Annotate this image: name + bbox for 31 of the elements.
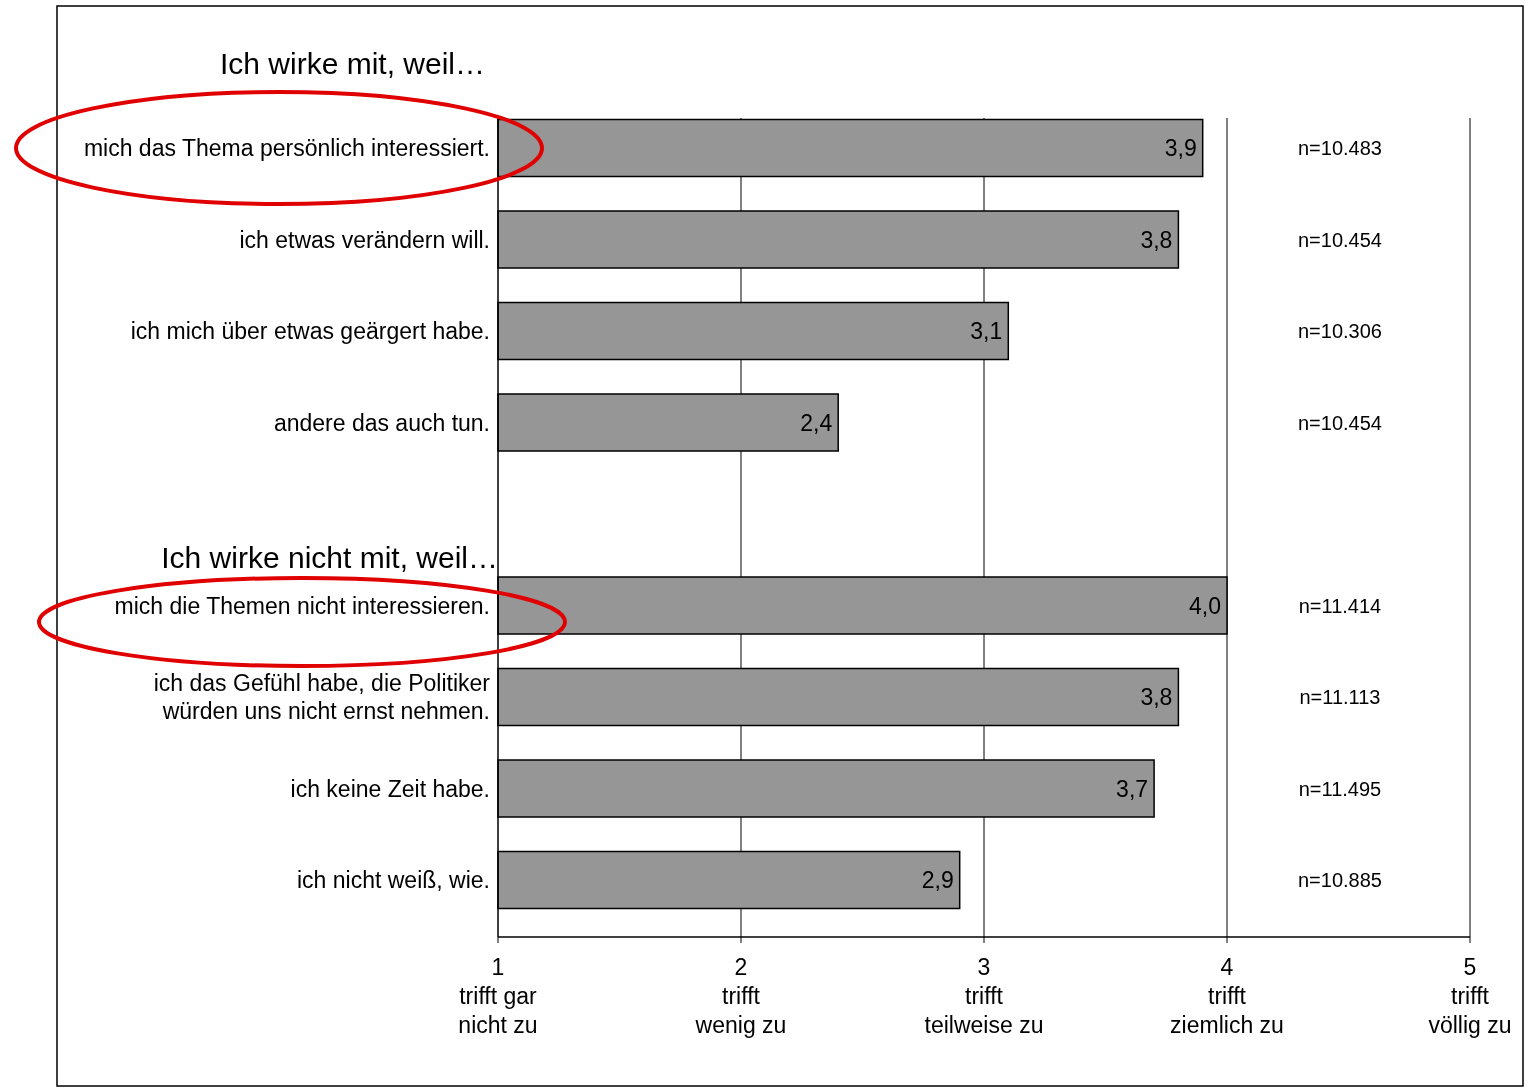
data-label: 2,4 <box>800 409 833 436</box>
y-tick-label: ich nicht weiß, wie. <box>296 867 490 894</box>
y-tick-label: ich das Gefühl habe, die Politiker würden uns nicht ernst nehmen. <box>153 670 491 725</box>
data-label: 3,1 <box>970 318 1003 345</box>
annotation: n=10.454 <box>1298 228 1382 251</box>
chart-title: Ich wirke mit, weil… <box>220 47 486 80</box>
data-label: 3,8 <box>1140 226 1173 253</box>
y-tick-label: mich die Themen nicht interessieren. <box>114 592 490 619</box>
data-label: 3,9 <box>1164 135 1197 162</box>
x-tick-label: 5 trifft völlig zu <box>1428 954 1512 1038</box>
y-tick-label: andere das auch tun. <box>273 409 490 436</box>
y-tick-label: mich das Thema persönlich interessiert. <box>83 135 490 162</box>
x-tick-label: 3 trifft teilweise zu <box>924 954 1044 1038</box>
y-tick-label: ich keine Zeit habe. <box>290 775 490 802</box>
annotation: n=10.483 <box>1298 137 1382 159</box>
annotation: n=11.113 <box>1299 686 1381 708</box>
data-label: 3,8 <box>1140 684 1173 711</box>
annotation: n=11.495 <box>1298 777 1382 800</box>
data-label: 4,0 <box>1189 592 1221 619</box>
annotation: n=10.306 <box>1298 320 1382 342</box>
y-tick-label: ich etwas verändern will. <box>239 226 490 253</box>
data-label: 3,7 <box>1116 775 1149 802</box>
x-tick-label: 2 trifft wenig zu <box>694 954 787 1038</box>
data-label: 2,9 <box>921 867 954 894</box>
annotation: n=10.454 <box>1298 411 1382 434</box>
annotation: n=11.414 <box>1298 594 1382 617</box>
annotation: Ich wirke nicht mit, weil… <box>161 541 498 574</box>
x-tick-label: 4 trifft ziemlich zu <box>1170 954 1284 1038</box>
x-tick-label: 1 trifft gar nicht zu <box>458 954 538 1038</box>
annotation: n=10.885 <box>1298 869 1382 891</box>
y-tick-label: ich mich über etwas geärgert habe. <box>130 318 490 345</box>
